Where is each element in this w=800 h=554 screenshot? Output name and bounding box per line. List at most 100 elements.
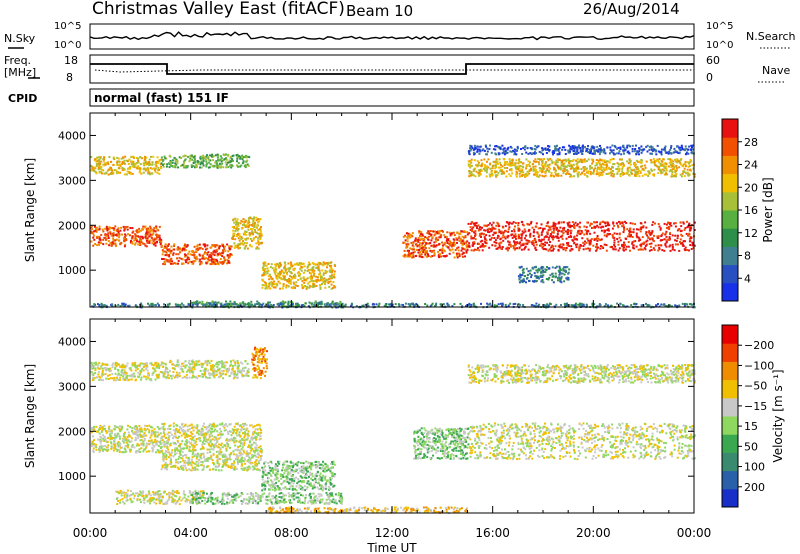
data-cell [513, 242, 516, 244]
data-cell [564, 158, 567, 161]
data-cell [214, 161, 217, 164]
data-cell [230, 166, 233, 169]
data-cell [146, 166, 149, 169]
data-cell [438, 243, 441, 246]
data-cell [95, 226, 98, 229]
data-cell [287, 304, 290, 307]
data-cell [563, 280, 566, 283]
data-cell [403, 255, 406, 258]
data-cell [448, 240, 451, 243]
data-cell [245, 224, 248, 227]
data-cell [419, 251, 422, 253]
data-cell [547, 304, 550, 307]
data-cell [319, 262, 322, 265]
data-cell [242, 223, 244, 226]
data-cell [678, 166, 681, 169]
data-cell [241, 227, 243, 230]
data-cell [116, 163, 119, 166]
data-cell [493, 237, 496, 239]
data-cell [164, 258, 167, 261]
data-cell [202, 304, 205, 307]
data-cell [562, 169, 565, 172]
data-cell [675, 159, 678, 162]
data-cell [589, 247, 592, 250]
data-cell [161, 244, 164, 247]
data-cell [575, 168, 578, 171]
data-cell [267, 302, 270, 305]
data-cell [589, 164, 592, 167]
data-cell [200, 160, 203, 163]
data-cell [100, 242, 103, 244]
data-cell [557, 237, 560, 239]
data-cell [514, 225, 516, 228]
data-cell [429, 255, 432, 258]
data-cell [263, 305, 266, 308]
data-cell [471, 230, 474, 233]
data-cell [429, 242, 432, 244]
data-cell [673, 249, 676, 252]
data-cell [137, 157, 139, 160]
data-cell [593, 146, 596, 149]
data-cell [189, 253, 192, 256]
data-cell [463, 248, 466, 251]
data-cell [633, 150, 636, 153]
data-cell [301, 283, 303, 286]
data-cell [285, 286, 288, 289]
data-cell [129, 165, 132, 168]
data-cell [208, 255, 211, 258]
data-cell [592, 152, 595, 155]
data-cell [129, 167, 131, 170]
data-cell [628, 152, 631, 155]
data-cell [465, 250, 468, 253]
data-cell [469, 174, 472, 177]
data-cell [552, 281, 555, 284]
data-cell [629, 249, 631, 252]
data-cell [673, 166, 676, 169]
data-cell [468, 165, 471, 168]
data-cell [139, 229, 142, 232]
data-cell [197, 248, 199, 251]
data-cell [453, 241, 456, 244]
data-cell [540, 231, 543, 234]
data-cell [317, 267, 320, 270]
data-cell [261, 279, 264, 281]
data-cell [156, 228, 159, 231]
data-cell [132, 156, 135, 159]
data-cell [133, 162, 136, 165]
data-cell [418, 245, 421, 248]
data-cell [686, 172, 689, 175]
data-cell [257, 239, 260, 242]
data-cell [607, 172, 609, 175]
data-cell [636, 171, 639, 173]
data-cell [659, 227, 662, 230]
data-cell [297, 279, 300, 281]
data-cell [163, 250, 166, 253]
data-cell [549, 157, 552, 160]
data-cell [93, 230, 95, 233]
data-cell [238, 235, 241, 238]
data-cell [542, 266, 545, 269]
data-cell [184, 259, 187, 262]
data-cell [525, 234, 527, 237]
data-cell [295, 302, 297, 305]
data-cell [647, 175, 650, 177]
data-cell [124, 234, 127, 237]
data-cell [333, 270, 336, 273]
data-cell [685, 303, 688, 306]
data-cell [567, 159, 570, 161]
data-cell [562, 163, 565, 166]
data-cell [601, 173, 604, 176]
data-cell [196, 303, 199, 306]
data-cell [657, 223, 660, 225]
data-cell [648, 171, 651, 174]
data-cell [235, 223, 237, 226]
data-cell [535, 173, 538, 176]
data-cell [575, 167, 578, 170]
data-cell [475, 224, 478, 227]
data-cell [668, 238, 671, 241]
data-cell [287, 267, 290, 270]
data-cell [487, 223, 490, 226]
data-cell [216, 260, 219, 262]
data-cell [629, 222, 632, 225]
data-cell [678, 148, 681, 151]
